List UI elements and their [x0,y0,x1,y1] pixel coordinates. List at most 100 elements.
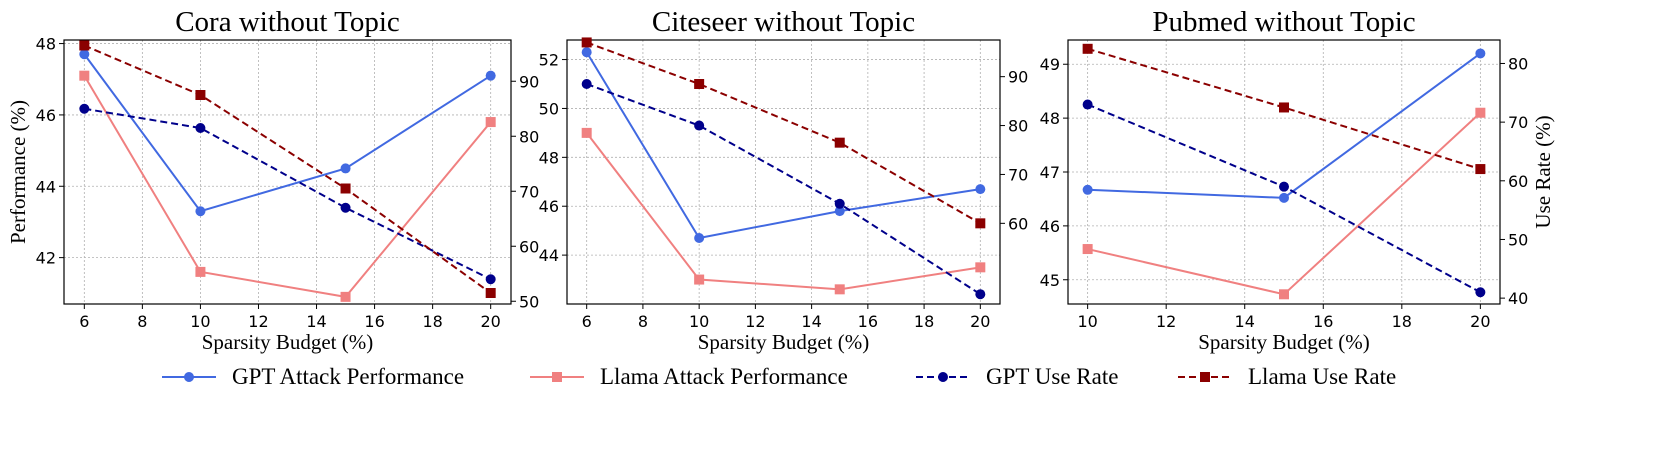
series-llama-use [79,40,496,298]
x-tick-label: 8 [137,312,147,331]
x-tick-label: 6 [79,312,89,331]
data-point [581,79,592,89]
data-point [1475,48,1486,59]
legend-marker-llama-use-rate [1200,372,1210,382]
x-tick-label: 8 [638,312,648,331]
data-point [1279,289,1289,300]
x-tick-label: 10 [190,312,210,331]
y-left-tick-label: 48 [36,35,56,54]
y-left-axis-label: Performance (%) [6,100,30,244]
x-tick-label: 18 [914,312,934,331]
series-gpt-use [1082,99,1486,298]
y-right-tick-label: 70 [519,182,539,201]
y-right-tick-label: 80 [1008,117,1028,136]
x-tick-label: 12 [248,312,268,331]
data-point [694,274,705,285]
data-point [79,49,90,60]
y-left-tick-label: 47 [1040,163,1060,182]
series-line [83,44,492,294]
y-right-tick-label: 70 [1508,113,1528,132]
series-line [1087,112,1482,296]
x-tick-label: 14 [801,312,821,331]
data-point [975,289,986,300]
y-left-tick-label: 46 [539,197,559,216]
y-left-tick-label: 48 [1040,109,1060,128]
y-left-tick-label: 45 [1040,271,1060,290]
chart-citeseer-without-topic: 6 8 10 12 14 16 18 20 44 46 48 50 52 60 70 80 90 Citeseer… [539,6,1029,354]
data-point [195,90,206,100]
y-right-tick-label: 60 [1008,214,1028,233]
data-point [1475,164,1486,175]
x-tick-label: 16 [858,312,878,331]
series-gpt-perf [1082,48,1486,203]
series-llama-use [581,37,986,229]
chart-panels: 6 8 10 12 14 16 18 20 42 44 46 48 50 60 70 80 90 Cora wit… [6,6,1555,354]
plot-frame [63,39,512,305]
y-left-tick-label: 49 [1040,55,1060,74]
data-point [1475,287,1486,298]
data-point [485,117,496,128]
y-left-tick-label: 46 [36,106,56,125]
data-point [340,291,351,302]
series-gpt-use [79,103,496,285]
x-tick-label: 18 [422,312,442,331]
x-axis-label: Sparsity Budget (%) [1198,330,1369,354]
data-point [485,288,496,298]
legend-item-llama-performance: Llama Attack Performance [530,364,848,389]
series-llama-use [1082,43,1486,175]
x-tick-label: 12 [1156,312,1176,331]
series-llama-perf [1082,107,1486,300]
chart-title: Cora without Topic [175,6,400,38]
x-tick-label: 20 [481,312,501,331]
x-tick-label: 10 [1077,312,1097,331]
data-point [834,284,845,295]
y-right-tick-label: 90 [1008,68,1028,87]
y-right-axis-label: Use Rate (%) [1531,115,1555,228]
x-tick-label: 20 [970,312,990,331]
series-line [586,83,981,296]
series-line [83,75,492,298]
x-tick-label: 10 [689,312,709,331]
data-point [195,266,206,277]
data-point [975,262,986,273]
legend-label-gpt-use-rate: GPT Use Rate [986,364,1118,389]
y-right-tick-label: 80 [519,127,539,146]
y-right-tick-label: 90 [519,72,539,91]
data-point [694,79,705,89]
x-tick-label: 14 [1235,312,1255,331]
y-right-tick-label: 60 [1508,172,1528,191]
plot-frame [566,39,1001,305]
y-left-tick-label: 44 [539,246,559,265]
data-point [195,206,206,217]
data-point [340,163,351,174]
series-line [585,132,981,291]
chart-title: Citeseer without Topic [652,6,915,38]
x-tick-label: 6 [582,312,592,331]
data-point [694,233,705,243]
x-axis-label: Sparsity Budget (%) [202,330,373,354]
x-tick-label: 16 [1313,312,1333,331]
legend-item-gpt-use-rate: GPT Use Rate [916,364,1118,389]
legend-label-gpt-performance: GPT Attack Performance [232,364,464,389]
x-axis-label: Sparsity Budget (%) [698,330,869,354]
data-point [340,183,351,194]
series-llama-perf [79,70,496,302]
y-right-tick-label: 80 [1508,54,1528,73]
series-line [83,53,492,213]
chart-title: Pubmed without Topic [1152,6,1415,38]
legend-item-gpt-performance: GPT Attack Performance [162,364,464,389]
series-llama-perf [581,127,986,295]
y-left-tick-label: 50 [539,99,559,118]
data-point [485,70,496,81]
data-point [1082,99,1093,110]
data-point [834,206,845,217]
data-point [581,47,592,58]
legend-marker-gpt-use-rate [938,372,948,382]
y-left-tick-label: 44 [36,177,56,196]
legend-marker-gpt-performance [184,372,194,382]
data-point [975,218,986,229]
x-tick-label: 14 [306,312,326,331]
data-point [79,70,90,81]
x-tick-label: 18 [1392,312,1412,331]
data-point [975,184,986,195]
